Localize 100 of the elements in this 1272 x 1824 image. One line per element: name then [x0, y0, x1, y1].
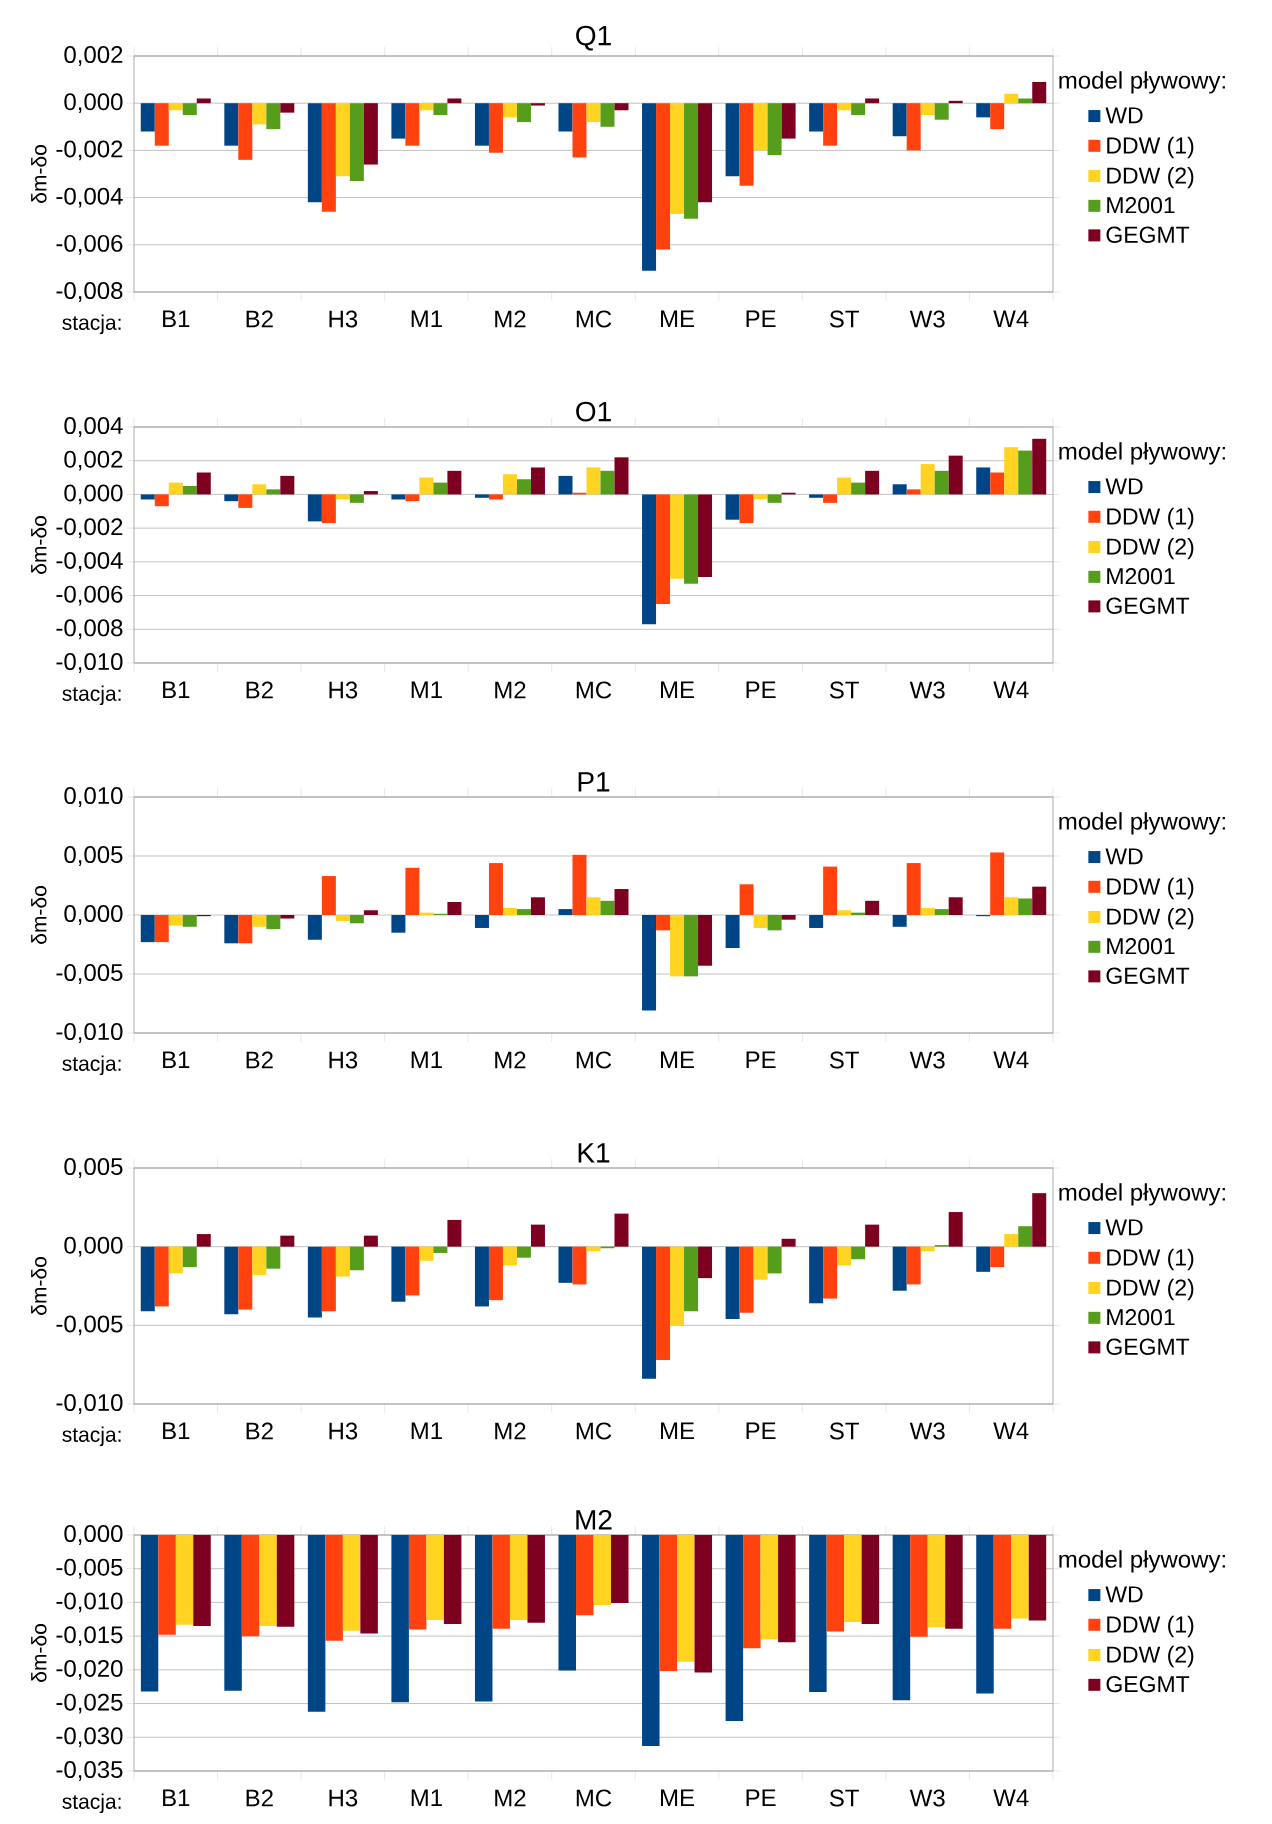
bar	[558, 475, 573, 495]
x-tick-label: W4	[993, 310, 1029, 328]
bar	[266, 489, 281, 495]
bar	[252, 484, 267, 495]
bar	[1032, 886, 1047, 915]
legend-label: DDW (1)	[1107, 136, 1194, 159]
chart-title: M2	[576, 1509, 612, 1530]
legend-title: model pływowy:	[1059, 442, 1225, 465]
legend-label: GEGMT	[1106, 1338, 1190, 1355]
bar	[976, 1246, 991, 1272]
x-tick-label: PE	[746, 1051, 776, 1069]
bar	[140, 103, 155, 132]
bar	[168, 1246, 183, 1274]
x-tick-label: M1	[411, 1789, 442, 1807]
bar	[474, 914, 489, 928]
bar	[753, 494, 768, 500]
bar	[238, 1246, 253, 1310]
bar	[572, 103, 587, 158]
bar	[349, 103, 364, 182]
bar	[154, 494, 169, 507]
y-axis-title: δm-δo	[31, 1624, 47, 1682]
x-tick-label: MC	[576, 310, 612, 328]
x-tick-label: H3	[329, 681, 358, 699]
bar	[906, 863, 921, 915]
x-axis-title: stacja:	[62, 1055, 121, 1076]
bar	[990, 1246, 1005, 1268]
bar	[433, 103, 448, 115]
x-tick-label: ST	[829, 681, 859, 699]
bar	[684, 1246, 699, 1312]
y-tick-label: 0,010	[64, 787, 123, 807]
legend-label: GEGMT	[1106, 1676, 1190, 1693]
legend-label: DDW (2)	[1107, 166, 1194, 189]
bar	[920, 907, 935, 915]
bar	[753, 914, 768, 928]
bar	[990, 472, 1005, 495]
bar	[837, 103, 852, 111]
bar	[572, 854, 587, 915]
bar	[948, 897, 963, 915]
bar	[865, 98, 880, 104]
x-tick-label: M1	[411, 681, 442, 699]
bar	[1018, 450, 1033, 495]
y-tick-label: -0,010	[56, 653, 123, 673]
bar	[809, 494, 824, 498]
x-tick-label: W3	[909, 1422, 945, 1440]
bar	[154, 1246, 169, 1307]
chart-title: P1	[578, 772, 610, 792]
x-tick-label: B1	[163, 1789, 190, 1807]
legend-title: model pływowy:	[1059, 812, 1225, 835]
legend-label: M2001	[1107, 938, 1175, 955]
bar	[252, 914, 267, 927]
bar	[739, 494, 754, 524]
legend-title: model pływowy:	[1059, 71, 1225, 94]
bar	[1004, 93, 1019, 104]
bar	[474, 494, 489, 498]
bar	[614, 457, 629, 495]
bar	[614, 103, 629, 111]
x-tick-label: ME	[661, 1422, 695, 1440]
bar	[280, 475, 295, 495]
chart-title: O1	[576, 401, 611, 422]
bar	[823, 103, 838, 146]
bar	[586, 467, 601, 495]
bar	[865, 900, 880, 915]
bar	[363, 1235, 378, 1247]
bar	[920, 464, 935, 495]
bar	[739, 1246, 754, 1313]
bar	[892, 484, 907, 495]
x-tick-label: B2	[246, 310, 273, 328]
bar	[405, 867, 420, 915]
bar	[976, 467, 991, 495]
bar	[558, 103, 573, 132]
bar	[572, 1246, 587, 1285]
bar	[753, 103, 768, 151]
bar	[809, 914, 824, 928]
y-tick-label: -0,006	[56, 234, 123, 255]
x-tick-label: ST	[829, 1789, 859, 1807]
bar	[767, 914, 782, 931]
bar	[823, 494, 838, 503]
legend-label: GEGMT	[1106, 226, 1190, 243]
x-tick-label: H3	[329, 1789, 358, 1807]
bar	[670, 914, 685, 977]
x-tick-label: MC	[576, 1051, 612, 1069]
bar	[224, 494, 239, 502]
bar	[391, 103, 406, 139]
bar	[266, 1246, 281, 1269]
bar	[642, 494, 657, 625]
legend-label: WD	[1105, 1586, 1143, 1603]
y-tick-label: -0,004	[56, 187, 123, 208]
legend-label: DDW (2)	[1107, 1278, 1194, 1301]
bar	[781, 103, 796, 139]
bar	[920, 103, 935, 115]
bar	[1032, 81, 1047, 104]
bar	[600, 900, 615, 915]
bar	[948, 455, 963, 495]
bar	[851, 1246, 866, 1260]
x-tick-label: B2	[246, 1422, 273, 1440]
x-tick-label: MC	[576, 1422, 612, 1440]
bar	[976, 103, 991, 118]
x-tick-label: B2	[246, 1789, 273, 1807]
x-tick-label: ME	[661, 310, 695, 328]
bar	[447, 902, 462, 915]
